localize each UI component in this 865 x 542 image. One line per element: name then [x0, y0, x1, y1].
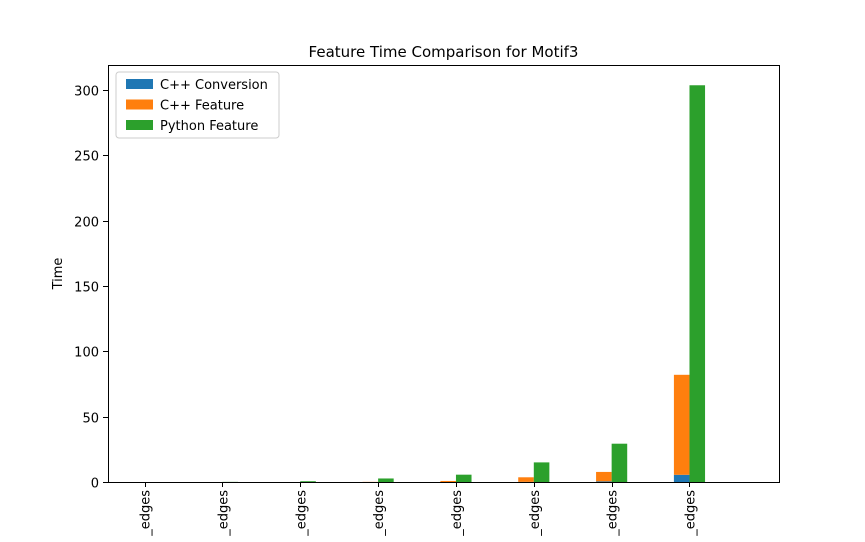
bar-python-feature — [300, 481, 316, 482]
legend-swatch — [126, 120, 153, 130]
bar-python-feature — [689, 85, 706, 483]
y-axis: 0 50 100 150 200 250 300 — [74, 85, 108, 492]
bar-c-feature — [518, 477, 534, 482]
y-axis-label: Time — [51, 258, 66, 291]
bar-python-feature — [378, 478, 394, 482]
bars-group — [222, 85, 706, 483]
x-tick-label: _edges — [528, 490, 543, 537]
legend-box — [115, 71, 280, 139]
x-tick-label: _edges — [294, 490, 309, 537]
legend: C++ Conversion C++ Feature Python Feature — [115, 71, 280, 139]
legend-entry-label: C++ Conversion — [160, 78, 268, 93]
bar-c-feature — [673, 374, 690, 475]
y-tick-label: 0 — [91, 477, 99, 492]
x-tick-label: _edges — [216, 490, 231, 537]
y-tick-label: 150 — [74, 281, 99, 296]
bar-c-conversion — [673, 474, 690, 482]
legend-entry-label: C++ Feature — [160, 99, 244, 114]
bar-python-feature — [455, 474, 472, 482]
x-tick-label: _edges — [606, 490, 621, 537]
x-tick-label: _edges — [683, 490, 698, 537]
plot-frame — [108, 65, 780, 483]
y-tick-label: 100 — [74, 346, 99, 361]
bar-python-feature — [533, 462, 550, 482]
legend-swatch — [126, 99, 153, 110]
y-tick-label: 250 — [74, 150, 99, 165]
x-tick-label: _edges — [372, 490, 387, 537]
x-tick-label: _edges — [139, 490, 154, 537]
y-tick-label: 300 — [74, 85, 99, 100]
x-tick-label: _edges — [450, 490, 465, 537]
chart-title: Feature Time Comparison for Motif3 — [309, 43, 579, 61]
bar-python-feature — [611, 443, 628, 482]
legend-swatch — [126, 79, 153, 89]
bar-c-conversion — [596, 481, 612, 482]
legend-entry-label: Python Feature — [160, 119, 258, 134]
y-tick-label: 200 — [74, 216, 99, 231]
bar-c-feature — [596, 471, 612, 482]
x-axis: _edges _edges _edges _edges _edges _edges _edg… — [139, 482, 698, 537]
y-tick-label: 50 — [82, 412, 99, 427]
bar-c-feature — [440, 480, 456, 482]
